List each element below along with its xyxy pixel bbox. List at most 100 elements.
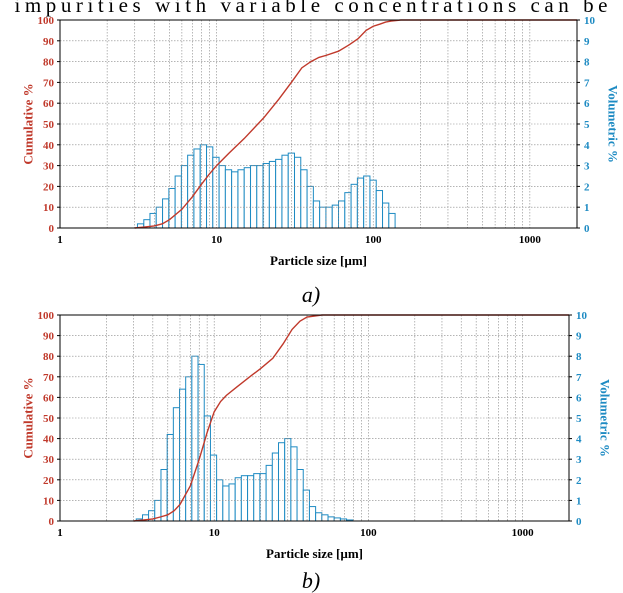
y-tick-label: 60 <box>43 392 55 404</box>
histogram-bar <box>185 376 193 522</box>
y-tick-label: 70 <box>43 372 55 384</box>
y2-tick-label: 7 <box>584 77 590 89</box>
histogram-bar <box>319 206 327 229</box>
histogram-bar <box>172 407 181 522</box>
histogram-bar <box>253 473 261 522</box>
right-y-tick-labels: 0 1 2 3 4 5 6 7 8 9 10 <box>577 15 596 235</box>
y2-axis-label: Volumetric % <box>605 85 620 163</box>
histogram-bar <box>302 489 310 522</box>
y-tick-label: 10 <box>43 202 55 214</box>
y-tick-label: 20 <box>43 475 55 487</box>
histogram-bar <box>187 154 195 229</box>
y-tick-label: 0 <box>49 223 55 235</box>
histogram-bar <box>174 175 182 229</box>
y2-tick-label: 1 <box>584 202 590 214</box>
histogram-bar <box>388 212 396 229</box>
y2-tick-label: 10 <box>576 310 588 322</box>
y-tick-label: 30 <box>43 454 55 466</box>
y-tick-label: 100 <box>38 15 55 27</box>
y2-axis-label: Volumetric % <box>597 379 612 457</box>
histogram-bar <box>331 204 339 229</box>
y-tick-label: 50 <box>43 119 55 131</box>
y2-tick-label: 7 <box>576 372 582 384</box>
histogram-bar <box>281 154 289 229</box>
y-tick-label: 70 <box>43 77 55 89</box>
histogram-bar <box>321 514 329 522</box>
x-tick-label: 1 <box>57 527 63 539</box>
y-tick-label: 40 <box>43 140 55 152</box>
y-tick-label: 0 <box>49 516 55 528</box>
right-y-tick-labels: 0 1 2 3 4 5 6 7 8 9 10 <box>569 310 588 528</box>
x-tick-label: 10 <box>211 234 223 246</box>
y-tick-label: 20 <box>43 181 55 193</box>
x-tick-labels: 1 10 100 1000 <box>57 527 534 539</box>
histogram-bar <box>338 200 346 229</box>
histogram-bar <box>268 160 277 229</box>
histogram-bar <box>265 464 273 522</box>
histogram-bar <box>180 165 189 229</box>
y2-tick-label: 0 <box>576 516 582 528</box>
histogram-bar <box>350 183 358 229</box>
y2-tick-label: 0 <box>584 223 590 235</box>
histogram-bar <box>344 192 352 229</box>
y-tick-label: 80 <box>43 351 55 363</box>
panel-label: a) <box>302 282 320 307</box>
top-text: impurities with variable concentrations … <box>15 0 608 17</box>
x-tick-label: 1000 <box>512 527 535 539</box>
y2-tick-label: 1 <box>576 495 582 507</box>
histogram-bar <box>290 446 298 522</box>
y2-tick-label: 2 <box>584 181 590 193</box>
histogram-bar <box>234 477 242 522</box>
gridlines <box>60 315 569 521</box>
gridlines <box>60 20 577 228</box>
x-tick-label: 1000 <box>519 234 542 246</box>
y2-tick-label: 6 <box>584 98 590 110</box>
volumetric-histogram <box>136 144 396 229</box>
histogram-bar <box>209 454 218 522</box>
histogram-bar <box>300 169 308 229</box>
x-tick-label: 100 <box>365 234 382 246</box>
x-tick-label: 100 <box>360 527 377 539</box>
histogram-bar <box>231 171 239 229</box>
y2-tick-label: 4 <box>576 434 582 446</box>
histogram-bar <box>224 169 233 229</box>
y2-tick-label: 10 <box>584 15 596 27</box>
x-axis-label: Particle size [µm] <box>266 546 363 561</box>
y-tick-label: 30 <box>43 161 55 173</box>
histogram-bar <box>168 187 176 229</box>
histogram-bar <box>237 169 245 229</box>
histogram-bar <box>382 202 390 229</box>
histogram-bar <box>308 506 317 522</box>
y2-tick-label: 9 <box>584 36 590 48</box>
x-tick-label: 10 <box>209 527 221 539</box>
y2-tick-label: 3 <box>584 161 590 173</box>
y2-tick-label: 8 <box>584 57 590 69</box>
histogram-bar <box>247 475 255 522</box>
histogram-bar <box>278 442 286 522</box>
y2-tick-label: 3 <box>576 454 582 466</box>
histogram-bar <box>375 190 384 229</box>
y-tick-label: 10 <box>43 495 55 507</box>
y2-tick-label: 2 <box>576 475 582 487</box>
y2-tick-label: 9 <box>576 331 582 343</box>
histogram-bar <box>160 469 168 522</box>
y2-tick-label: 8 <box>576 351 582 363</box>
histogram-bar <box>256 165 264 229</box>
cumulative-curve <box>133 314 569 522</box>
y-tick-label: 40 <box>43 434 55 446</box>
histogram-bar <box>228 483 236 522</box>
panel-label: b) <box>302 568 320 593</box>
histogram-bar <box>250 165 258 229</box>
x-axis-label: Particle size [µm] <box>270 253 367 268</box>
left-y-tick-labels: 0 10 20 30 40 50 60 70 80 90 100 <box>38 15 60 235</box>
histogram-bar <box>294 156 302 229</box>
y2-tick-label: 4 <box>584 140 590 152</box>
histogram-bar <box>296 469 304 522</box>
y-tick-label: 90 <box>43 331 55 343</box>
histogram-bar <box>166 433 174 522</box>
histogram-bar <box>325 206 333 229</box>
histogram-bar <box>222 485 230 522</box>
histogram-bar <box>218 165 226 229</box>
histogram-bar <box>243 167 251 229</box>
histogram-bar <box>315 512 323 522</box>
